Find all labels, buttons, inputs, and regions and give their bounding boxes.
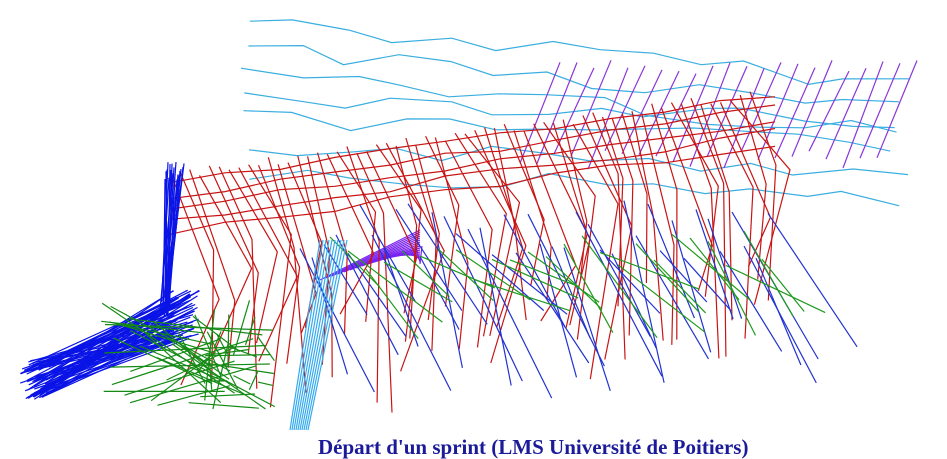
skyblue-trace <box>248 46 899 104</box>
blue-stroke <box>504 215 565 327</box>
purple-segment <box>554 68 594 154</box>
blue-stroke <box>576 212 662 376</box>
purple-segment <box>758 64 798 160</box>
skyblue-trace <box>244 93 894 128</box>
purple-segment <box>860 63 900 158</box>
motion-strokes <box>20 20 917 430</box>
green-stroke <box>234 376 251 384</box>
skyblue-trace <box>250 20 909 85</box>
green-stroke <box>205 355 270 356</box>
purple-segment <box>826 68 866 159</box>
green-stroke <box>546 257 602 310</box>
purple-segment <box>605 66 645 151</box>
caption: Départ d'un sprint (LMS Université de Po… <box>318 435 748 459</box>
blue-stroke <box>372 235 451 391</box>
red-stroke <box>209 166 258 354</box>
blue-stroke <box>720 251 782 351</box>
blue-stroke <box>756 258 801 365</box>
green-stroke <box>228 315 229 366</box>
purple-segment <box>877 61 917 158</box>
green-stroke <box>130 366 256 403</box>
stroboscopic-image: Départ d'un sprint (LMS Université de Po… <box>0 0 947 459</box>
green-stroke <box>384 262 452 302</box>
red-trace <box>170 129 775 220</box>
green-stroke <box>654 260 706 313</box>
green-stroke <box>744 231 793 316</box>
blue-stroke <box>768 213 857 346</box>
green-stroke <box>258 382 273 386</box>
blue-stroke <box>528 214 604 366</box>
green-stroke <box>189 403 259 409</box>
purple-segment <box>520 62 560 163</box>
green-stroke <box>528 252 599 302</box>
red-stroke <box>691 98 726 356</box>
blue-stroke <box>408 204 487 324</box>
green-stroke <box>690 238 739 300</box>
skyblue-trace <box>249 170 899 206</box>
purple-segment <box>775 68 815 158</box>
blue-stroke <box>348 253 406 336</box>
